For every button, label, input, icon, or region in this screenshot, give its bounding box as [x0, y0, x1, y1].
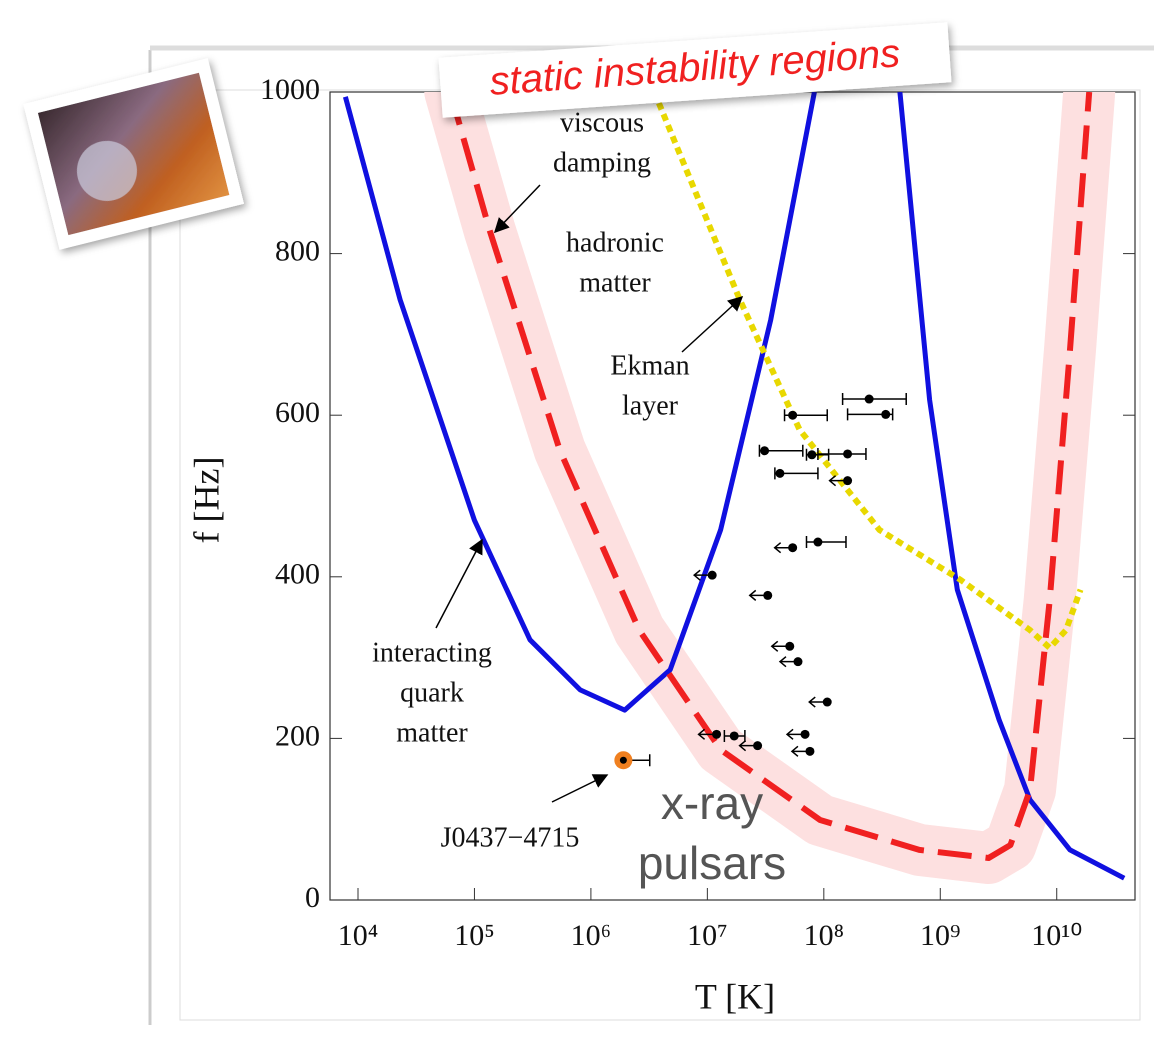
highlight-core — [619, 756, 627, 764]
tape — [438, 22, 952, 118]
annotation: damping — [553, 147, 651, 178]
pulsar-point — [760, 446, 770, 456]
annotation: matter — [579, 267, 651, 298]
curve — [897, 92, 1126, 881]
pulsar-point — [864, 394, 874, 404]
annotation-arrow — [493, 184, 541, 234]
annotation: layer — [622, 390, 679, 421]
pulsar-point — [813, 537, 823, 547]
annotation: x-ray — [661, 777, 763, 829]
annotation: Ekman — [610, 350, 689, 381]
y-tick-label: 600 — [275, 396, 320, 429]
pulsar-point — [729, 731, 739, 741]
y-tick-label: 0 — [305, 881, 320, 914]
pulsar-point — [881, 409, 891, 419]
curve — [447, 92, 1093, 861]
pulsar-point — [843, 476, 853, 486]
annotation: viscous — [560, 107, 644, 138]
pulsar-point — [805, 746, 815, 756]
annotation: interacting — [372, 637, 492, 668]
annotation: J0437−4715 — [441, 822, 580, 853]
pulsar-point — [775, 468, 785, 478]
pulsar-point — [843, 449, 853, 459]
annotation-arrow — [551, 774, 609, 803]
curve — [651, 92, 1084, 651]
y-axis-label: f [Hz] — [186, 457, 226, 544]
y-tick-label: 800 — [275, 234, 320, 267]
error-bar — [817, 447, 867, 460]
error-bar — [805, 536, 847, 549]
y-tick-label: 1000 — [260, 73, 320, 106]
photo — [23, 58, 244, 250]
x-tick-label: 10⁴ — [338, 919, 378, 952]
x-tick-label: 10⁵ — [454, 919, 494, 952]
y-tick-label: 400 — [275, 558, 320, 591]
pulsar-point — [707, 570, 717, 580]
x-axis-label: T [K] — [695, 976, 775, 1016]
x-tick-label: 10⁶ — [571, 919, 611, 952]
pulsar-point — [785, 641, 795, 651]
y-tick-label: 200 — [275, 719, 320, 752]
annotation: pulsars — [638, 837, 786, 889]
annotation: matter — [396, 717, 468, 748]
pulsar-point — [807, 450, 817, 460]
x-tick-label: 10⁸ — [804, 919, 844, 952]
pulsar-point — [793, 657, 803, 667]
pulsar-point — [822, 697, 832, 707]
annotation-arrow — [435, 538, 483, 629]
x-tick-label: 10⁹ — [920, 919, 960, 952]
x-tick-label: 10¹⁰ — [1031, 919, 1082, 952]
annotation: hadronic — [566, 227, 664, 258]
pulsar-point — [800, 729, 810, 739]
pulsar-point — [712, 729, 722, 739]
pulsar-point — [788, 543, 798, 553]
curve — [342, 92, 817, 713]
error-bar — [841, 393, 907, 406]
pulsar-point — [763, 590, 773, 600]
pulsar-point — [788, 410, 798, 420]
pulsar-point — [753, 741, 763, 751]
x-tick-label: 10⁷ — [687, 919, 727, 952]
annotation-arrow — [681, 295, 744, 353]
annotation: quark — [400, 677, 464, 708]
